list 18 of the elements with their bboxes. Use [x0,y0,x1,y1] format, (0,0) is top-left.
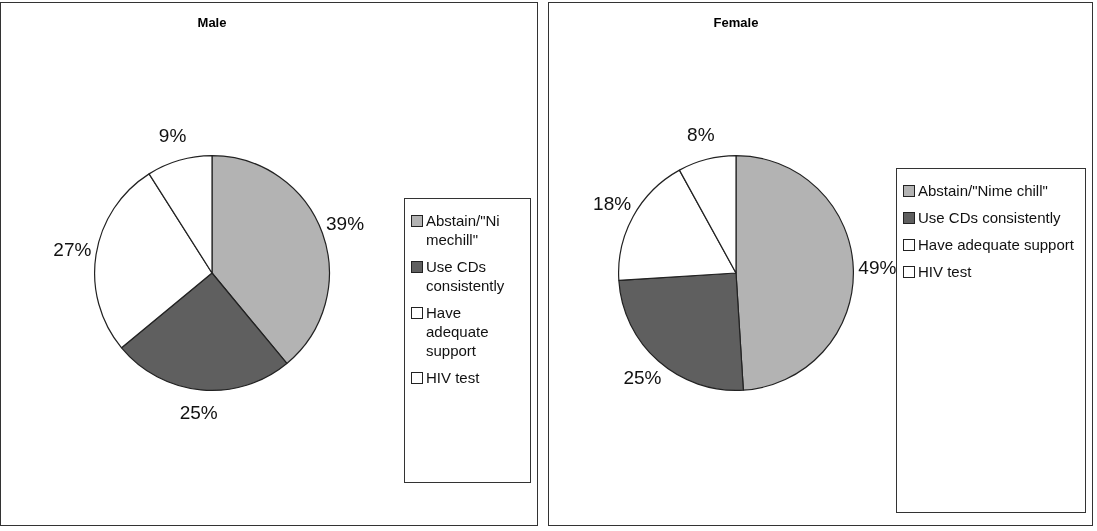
data-label: 25% [179,402,218,424]
legend-label: HIV test [426,368,480,387]
data-label: 39% [326,213,365,235]
chart-title: Male [196,15,228,30]
data-label: 18% [593,193,632,215]
data-label: 8% [687,124,715,146]
data-label: 49% [858,256,897,278]
legend-label: Use CDs consistently [918,208,1061,227]
legend-label: Abstain/"Ni mechill" [426,211,501,249]
data-label: 9% [158,125,187,147]
chart-title: Female [712,15,760,30]
data-label: 25% [623,367,662,389]
legend-label: Have adequate support [426,303,490,360]
legend-label: Abstain/"Nime chill" [918,181,1048,200]
data-label: 27% [53,239,92,261]
legend-label: Have adequate support [918,235,1074,254]
legend-label: Use CDs consistently [426,257,506,295]
legend-label: HIV test [918,262,972,281]
